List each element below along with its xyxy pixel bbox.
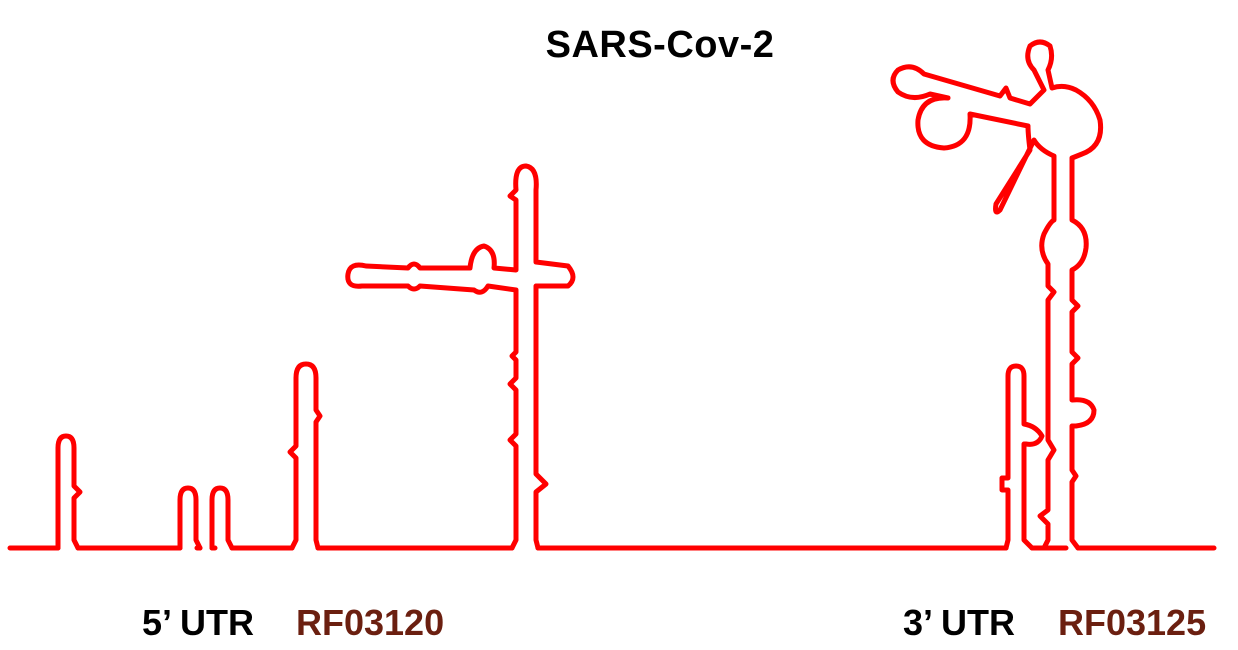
stem-loop-sl2 xyxy=(177,485,203,551)
three-prime-rfam-id: RF03125 xyxy=(1058,602,1207,643)
stem-loop-3utr-complex xyxy=(890,39,1104,551)
stem-loop-3utr-bulged xyxy=(999,363,1045,551)
stem-loop-sl1 xyxy=(55,433,83,551)
stem-loop-sl4 xyxy=(287,361,323,551)
three-prime-utr-label: 3’ UTR xyxy=(903,602,1016,643)
five-prime-utr-label: 5’ UTR xyxy=(142,602,255,643)
diagram-title: SARS-Cov-2 xyxy=(545,24,775,66)
stem-loop-sl3 xyxy=(209,485,235,551)
stem-loop-sl5 xyxy=(345,163,576,551)
five-prime-rfam-id: RF03120 xyxy=(296,602,445,643)
